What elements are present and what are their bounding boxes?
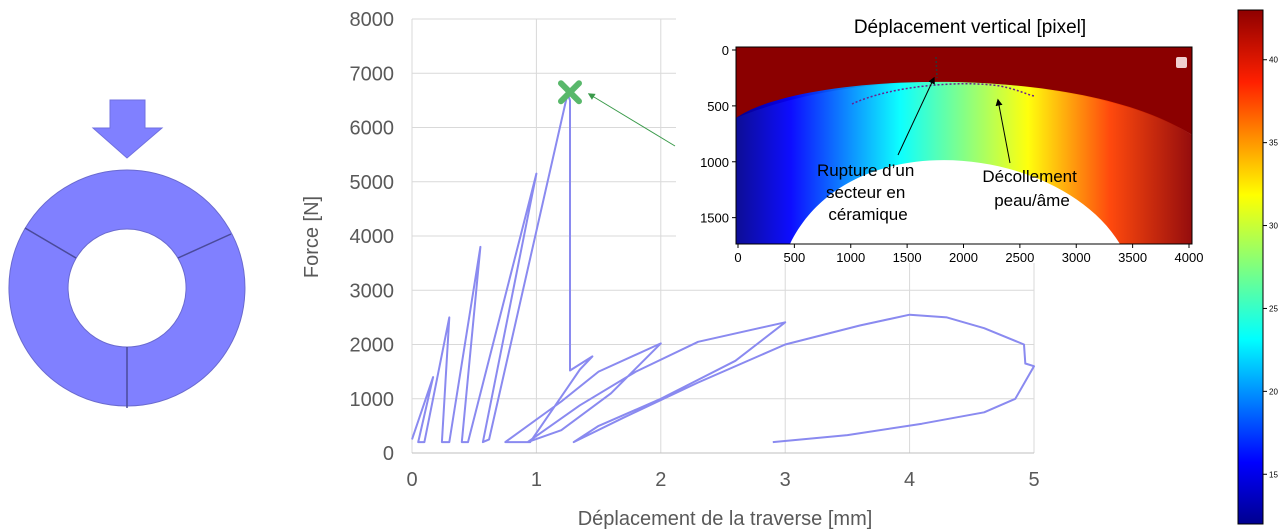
y-tick-label: 0 [383, 443, 394, 465]
y-tick-label: 1000 [350, 389, 395, 411]
y-tick-label: 4000 [350, 226, 395, 248]
y-tick-label: 6000 [350, 118, 395, 140]
y-tick-label: 5000 [350, 172, 395, 194]
marker-stroke [557, 80, 582, 105]
force-displacement-curve [411, 92, 1035, 444]
inset-y-tick-label: 1500 [700, 211, 729, 226]
colorbar: 15 20 25 30 35 40 [1237, 9, 1278, 525]
y-tick-label: 3000 [350, 280, 395, 302]
y-tick-label: 7000 [350, 63, 395, 85]
inset-x-tick-label: 1500 [893, 250, 922, 265]
x-axis-label: Déplacement de la traverse [mm] [578, 508, 873, 530]
inset-x-tick-label: 3000 [1062, 250, 1091, 265]
load-diagram [8, 99, 246, 408]
y-tick-label: 2000 [350, 335, 395, 357]
displacement-inset: Déplacement vertical [pixel] 0 500 1000 150… [676, 10, 1210, 265]
debond-arrow [995, 98, 1011, 164]
crack-dotted-line [935, 56, 938, 79]
x-tick-label: 0 [406, 469, 417, 491]
ring-section-icon [8, 169, 246, 408]
debond-annotation: Décollement peau/âme [982, 167, 1081, 210]
inset-y-tick-label: 1000 [700, 155, 729, 170]
x-tick-label: 5 [1028, 469, 1039, 491]
x-tick-label: 3 [780, 469, 791, 491]
colorbar-tick-label: 15 [1269, 470, 1278, 479]
colorbar-ticks: 15 20 25 30 35 40 [1263, 56, 1278, 479]
rupture-annotation: Rupture d’un secteur en céramique [817, 161, 919, 224]
inset-y-tick-label: 500 [707, 99, 729, 114]
colorbar-tick-label: 30 [1269, 222, 1278, 231]
cross-marker-icon [557, 80, 582, 105]
inset-y-tick-label: 0 [722, 43, 729, 58]
x-tick-label: 1 [531, 469, 542, 491]
rupture-arrow [897, 76, 935, 156]
colorbar-tick-label: 35 [1269, 139, 1278, 148]
down-arrow-icon [91, 99, 164, 159]
inset-x-tick-label: 4000 [1175, 250, 1204, 265]
marker-callout-arrow [587, 93, 676, 147]
y-tick-label: 8000 [350, 9, 395, 31]
x-tick-label: 2 [655, 469, 666, 491]
inset-title: Déplacement vertical [pixel] [854, 17, 1086, 38]
interface-dotted-line [851, 83, 1036, 105]
colorbar-tick-label: 25 [1269, 304, 1278, 313]
colorbar-bar [1237, 9, 1264, 525]
inset-x-tick-label: 0 [734, 250, 741, 265]
inset-x-tick-label: 3500 [1118, 250, 1147, 265]
x-tick-label: 4 [904, 469, 915, 491]
inset-x-tick-label: 2500 [1005, 250, 1034, 265]
inset-tick-labels: 0 500 1000 1500 2000 2500 3000 3500 4000 0 500 1000… [700, 43, 1203, 265]
colorbar-tick-label: 40 [1269, 56, 1278, 65]
inset-x-tick-label: 2000 [949, 250, 978, 265]
y-axis-label: Force [N] [301, 196, 323, 278]
inset-x-tick-label: 1000 [836, 250, 865, 265]
inset-x-tick-label: 500 [784, 250, 806, 265]
colorbar-tick-label: 20 [1269, 387, 1278, 396]
heatmap-field [736, 47, 1192, 244]
